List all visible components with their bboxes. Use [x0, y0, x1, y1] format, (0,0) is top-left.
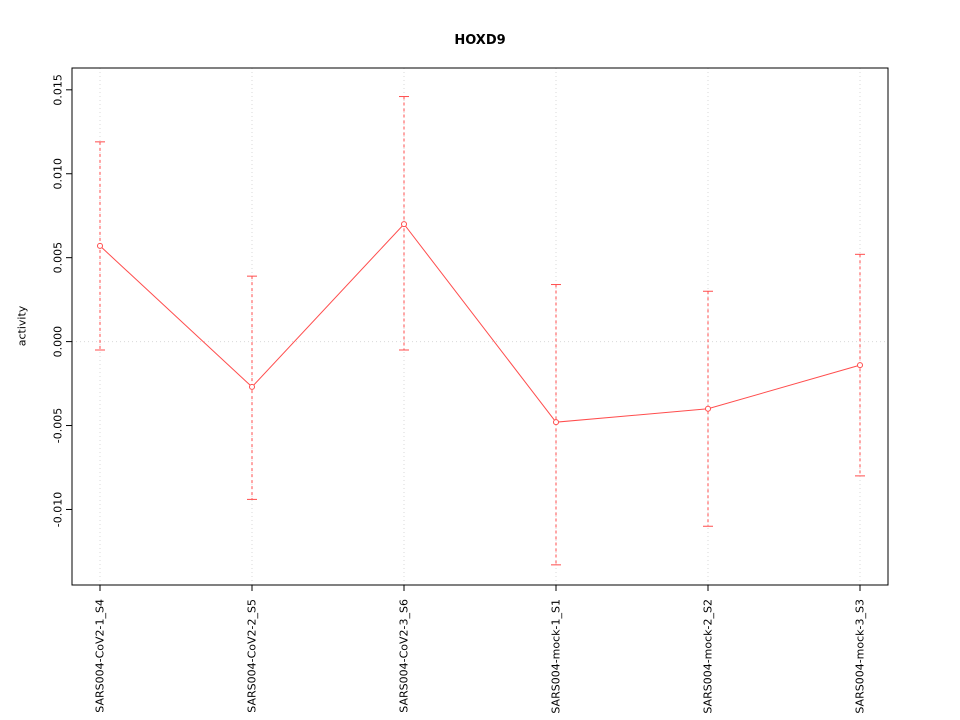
data-point	[401, 221, 407, 228]
series-line	[99, 223, 861, 423]
data-point	[97, 242, 103, 249]
plot-border	[71, 67, 889, 586]
y-tick-label: -0.010	[52, 492, 65, 527]
chart-title: HOXD9	[454, 33, 506, 48]
x-tick-label: SARS004-mock-2_S2	[702, 599, 715, 714]
x-tick-label: SARS004-mock-3_S3	[854, 599, 867, 714]
y-tick-label: -0.005	[52, 408, 65, 443]
data-point	[249, 383, 255, 390]
data-point	[553, 419, 559, 426]
y-tick-label: 0.000	[52, 326, 65, 358]
data-point	[857, 362, 863, 369]
data-point	[705, 405, 711, 412]
y-tick-label: 0.015	[52, 74, 65, 106]
x-tick-label: SARS004-CoV2-2_S5	[246, 599, 259, 713]
y-tick-label: 0.010	[52, 158, 65, 190]
y-tick-label: 0.005	[52, 242, 65, 274]
x-tick-label: SARS004-CoV2-1_S4	[94, 599, 107, 713]
x-tick-label: SARS004-mock-1_S1	[550, 599, 563, 714]
x-tick-label: SARS004-CoV2-3_S6	[398, 599, 411, 713]
